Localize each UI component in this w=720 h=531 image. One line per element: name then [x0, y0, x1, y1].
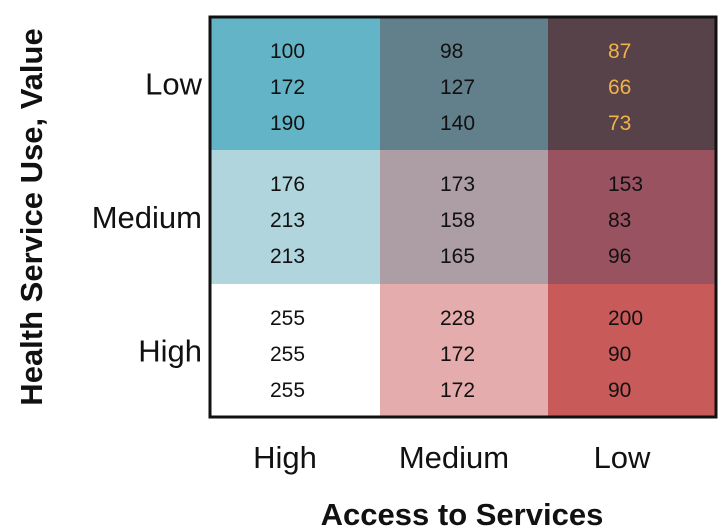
grid-frame [208, 15, 718, 419]
cell-value-label: 66 [608, 76, 631, 99]
cell-value-label: 172 [440, 343, 475, 366]
cell-value-label: 255 [270, 343, 305, 366]
y-tick-label: Medium [92, 200, 202, 235]
cell-value-label: 176 [270, 173, 305, 196]
heatmap-cell [548, 150, 716, 284]
cell-value-label: 172 [270, 76, 305, 99]
cell-value-label: 200 [608, 307, 643, 330]
y-axis-title: Health Service Use, Value [14, 28, 49, 405]
cell-value-label: 255 [270, 307, 305, 330]
cell-value-label: 213 [270, 245, 305, 268]
y-tick-label: Low [145, 67, 202, 102]
x-tick-label: High [253, 440, 317, 475]
heatmap-cell [380, 284, 548, 417]
cell-value-label: 190 [270, 112, 305, 135]
cell-value-label: 140 [440, 112, 475, 135]
x-tick-label: Medium [399, 440, 509, 475]
cells-layer: 100 172 190 98 127 140 87 66 73 176 213 213 173 158 16… [210, 17, 716, 417]
heatmap-cell [210, 150, 380, 284]
cell-value-label: 255 [270, 379, 305, 402]
x-tick-label: Low [594, 440, 651, 475]
cell-value-label: 153 [608, 173, 643, 196]
cell-value-label: 98 [440, 40, 463, 63]
heatmap-cell [548, 284, 716, 417]
cell-value-label: 127 [440, 76, 475, 99]
cell-value-label: 100 [270, 40, 305, 63]
cell-value-label: 73 [608, 112, 631, 135]
heatmap-cell [210, 284, 380, 417]
heatmap-cell [380, 150, 548, 284]
cell-value-label: 173 [440, 173, 475, 196]
heatmap-cell [548, 17, 716, 150]
cell-value-label: 83 [608, 209, 631, 232]
cell-value-label: 158 [440, 209, 475, 232]
cell-value-label: 165 [440, 245, 475, 268]
x-axis-title: Access to Services [321, 497, 604, 531]
y-tick-label: High [138, 334, 202, 369]
cell-value-label: 96 [608, 245, 631, 268]
ticks-layer: Low Medium High High Medium Low [92, 67, 651, 476]
heatmap-cell [210, 17, 380, 150]
cell-value-label: 87 [608, 40, 631, 63]
cell-value-label: 172 [440, 379, 475, 402]
cell-value-label: 213 [270, 209, 305, 232]
heatmap-cell [380, 17, 548, 150]
cell-value-label: 90 [608, 343, 631, 366]
cell-value-label: 228 [440, 307, 475, 330]
cell-value-label: 90 [608, 379, 631, 402]
